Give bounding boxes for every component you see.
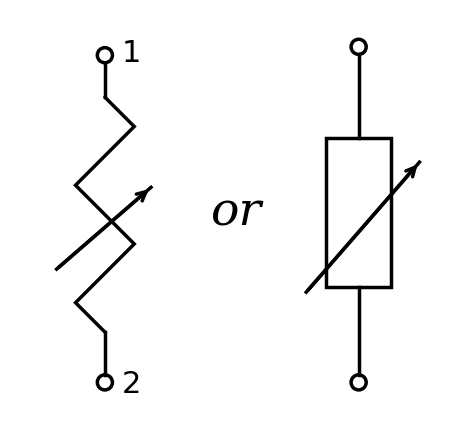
Bar xyxy=(326,138,391,287)
Text: 2: 2 xyxy=(122,370,141,399)
Text: 1: 1 xyxy=(122,39,141,68)
Text: or: or xyxy=(211,190,263,235)
